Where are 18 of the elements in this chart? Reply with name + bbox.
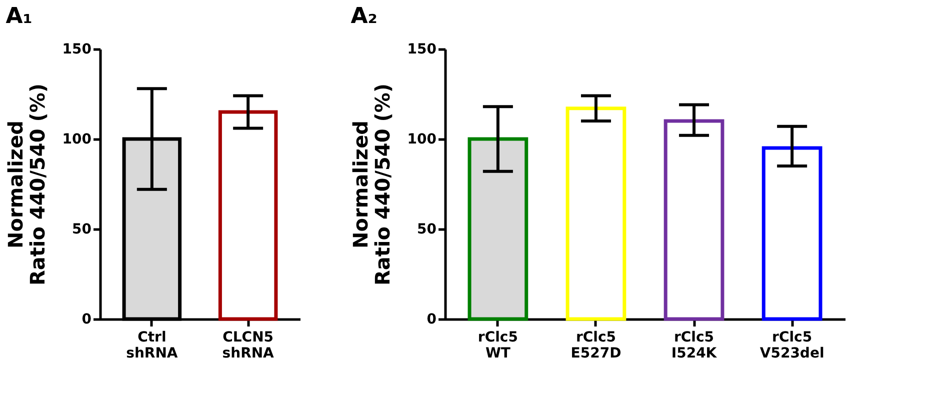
y-axis-title: Normalized Ratio 440/540 (%) <box>348 83 394 286</box>
y-tick-label: 100 <box>62 132 92 148</box>
x-tick-label: rClc5 E527D <box>570 330 622 362</box>
y-tick-label: 50 <box>417 222 437 238</box>
y-tick-label: 150 <box>407 42 437 58</box>
chart-title: A₂ <box>350 4 378 29</box>
y-tick-label: 50 <box>72 222 92 238</box>
y-tick-label: 0 <box>426 312 437 328</box>
x-tick-label: rClc5 WT <box>478 330 518 362</box>
x-tick-label: rClc5 I524K <box>671 330 718 362</box>
y-tick-label: 100 <box>407 132 437 148</box>
y-axis-title: Normalized Ratio 440/540 (%) <box>3 83 50 286</box>
y-tick-label: 0 <box>82 312 92 328</box>
x-tick-label: Ctrl shRNA <box>126 330 178 362</box>
x-tick-label: rClc5 V523del <box>760 330 824 362</box>
x-tick-label: CLCN5 shRNA <box>222 330 274 362</box>
chart-title: A₁ <box>6 4 32 29</box>
y-tick-label: 150 <box>62 42 92 58</box>
